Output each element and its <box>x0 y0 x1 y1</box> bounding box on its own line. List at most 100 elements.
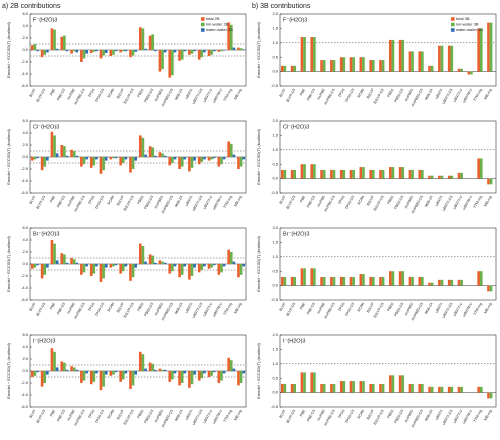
legend-label: water-water 3B <box>456 27 483 32</box>
bar <box>227 249 230 264</box>
bar <box>280 169 284 179</box>
bar <box>55 367 59 371</box>
y-tick-label: 6.0 <box>22 225 28 230</box>
x-tick-label: TPSS-D3 <box>344 88 355 103</box>
bar <box>362 381 365 393</box>
bar <box>104 371 108 375</box>
y-tick-label: -0.5 <box>271 83 279 88</box>
x-tick-label: M06-2X <box>174 194 184 207</box>
bar <box>168 371 172 382</box>
bar <box>60 253 64 264</box>
bar <box>440 45 444 72</box>
bar <box>210 50 213 55</box>
y-tick-label: 4.0 <box>22 344 28 349</box>
bar <box>80 50 83 62</box>
bar <box>158 260 162 264</box>
bar <box>320 169 323 179</box>
bar <box>104 157 108 161</box>
x-tick-label: TTM-nrg <box>473 409 483 423</box>
x-tick-label: M06-2X <box>174 408 184 421</box>
bar <box>379 276 382 286</box>
x-tick-label: ωB97X <box>184 408 194 421</box>
bar <box>129 157 132 173</box>
bar <box>349 169 353 179</box>
bar <box>430 175 434 179</box>
bar <box>398 39 402 72</box>
y-tick-label: 1.5 <box>272 132 278 137</box>
bar <box>203 264 206 267</box>
bar <box>70 50 73 54</box>
bar <box>109 264 113 268</box>
bar <box>207 264 211 269</box>
x-tick-label: M06-2X <box>424 87 434 100</box>
bar <box>320 276 323 286</box>
bar <box>237 47 240 50</box>
bar <box>369 383 372 393</box>
y-axis-label: Emodel − ECCSD(T) (kcal/mol) <box>256 129 261 185</box>
bar <box>303 268 306 286</box>
y-tick-label: 1.0 <box>272 40 278 45</box>
x-tick-label: ωB97M-V <box>212 194 224 210</box>
bar <box>72 151 76 157</box>
bar <box>171 50 174 76</box>
x-tick-label: TPSS-D3 <box>94 88 105 103</box>
bar <box>242 49 246 50</box>
x-tick-label: PBE0 <box>387 88 395 98</box>
bar <box>369 276 372 286</box>
bar <box>320 60 323 72</box>
y-tick-label: -0.5 <box>271 297 279 302</box>
y-tick-label: 0.0 <box>22 47 28 52</box>
bar <box>322 169 326 179</box>
bar <box>237 371 240 386</box>
panel-title: I⁻(H2O)3 <box>33 338 55 344</box>
bar <box>129 264 132 281</box>
bar <box>310 37 314 72</box>
y-tick-label: 2.0 <box>272 225 278 230</box>
bar <box>141 137 145 157</box>
bar <box>158 368 162 371</box>
x-tick-label: ωB97X-V <box>452 194 463 210</box>
bar <box>183 371 187 374</box>
y-tick-label: 1.5 <box>272 346 278 351</box>
bar <box>232 47 236 50</box>
bar <box>303 37 306 72</box>
x-tick-label: B3LYP-D3 <box>123 409 135 425</box>
y-tick-label: -6.0 <box>21 297 29 302</box>
x-tick-label: PBE0-D3 <box>143 302 154 317</box>
x-tick-label: PBE-D3 <box>56 88 66 101</box>
bar <box>99 371 103 391</box>
x-tick-label: BLYP-D3 <box>286 195 297 210</box>
bar <box>109 50 113 56</box>
bar <box>158 50 162 72</box>
bar <box>388 39 392 72</box>
x-tick-label: MB-nrg <box>233 195 242 207</box>
x-tick-label: ωB97M-V <box>462 87 474 103</box>
x-tick-label: revPBE0 <box>404 409 415 423</box>
y-tick-label: 0.0 <box>272 283 278 288</box>
x-tick-label: revPBE <box>316 87 326 100</box>
y-tick-label: 0.0 <box>22 368 28 373</box>
x-tick-label: PBE0 <box>137 409 145 419</box>
bar <box>119 157 122 166</box>
x-tick-label: B3LYP <box>116 301 125 313</box>
y-axis-label: Emodel − ECCSD(T) (kcal/mol) <box>6 343 11 399</box>
bar <box>46 50 49 53</box>
bar <box>339 57 343 72</box>
x-tick-label: ωB97X <box>184 194 194 207</box>
bar <box>43 50 47 55</box>
bar <box>290 65 294 72</box>
bar <box>53 29 56 50</box>
x-tick-label: B3LYP-D3 <box>123 195 135 211</box>
bar <box>200 264 204 270</box>
bar <box>75 262 79 264</box>
bar <box>280 276 284 286</box>
bar <box>330 383 333 393</box>
bar <box>33 264 37 268</box>
x-tick-label: TPSS-D3 <box>94 409 105 424</box>
bar <box>85 264 88 267</box>
x-tick-label: B3LYP <box>116 194 125 206</box>
bar <box>212 371 216 373</box>
x-tick-label: TPSS <box>87 301 95 312</box>
bar <box>75 369 79 371</box>
bar <box>188 264 191 280</box>
